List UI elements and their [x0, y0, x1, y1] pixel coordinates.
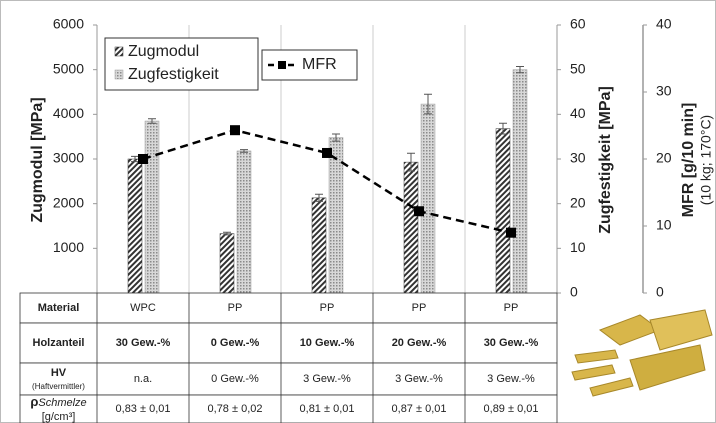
- table-cell: 3 Gew.-%: [487, 373, 535, 385]
- row-label-italic: Schmelze: [38, 397, 86, 409]
- y3-tick-label: 20: [656, 150, 672, 166]
- bar: [513, 70, 527, 293]
- bar: [237, 151, 251, 293]
- y2-tick-label: 60: [570, 16, 586, 32]
- table-cell: WPC: [130, 302, 156, 314]
- table-cell: n.a.: [134, 373, 152, 385]
- row-label: Holzanteil: [33, 337, 85, 349]
- table-cell: 3 Gew.-%: [395, 373, 443, 385]
- y2-tick-label: 10: [570, 239, 586, 255]
- table-row: [20, 363, 557, 395]
- row-label-symbol: ρ: [30, 394, 38, 409]
- marker: [506, 228, 516, 238]
- y3-axis-subtitle: (10 kg; 170°C): [698, 115, 714, 205]
- legend-label: Zugfestigkeit: [128, 66, 219, 83]
- y-tick-label: 4000: [53, 105, 84, 121]
- table-cell: PP: [228, 302, 243, 314]
- table-cell: 0,81 ± 0,01: [300, 403, 355, 415]
- table-cell: 0 Gew.-%: [211, 373, 259, 385]
- bar: [421, 104, 435, 293]
- y-tick-label: 1000: [53, 239, 84, 255]
- table-cell: 20 Gew.-%: [392, 337, 447, 349]
- chart: Zugmodul [MPa] Zugfestigkeit [MPa] MFR […: [0, 0, 716, 423]
- row-sublabel: (Haftvermittler): [32, 382, 85, 391]
- table-cell: PP: [504, 302, 519, 314]
- legend-marker: [278, 61, 286, 69]
- table-cell: 30 Gew.-%: [116, 337, 171, 349]
- y2-tick-label: 0: [570, 284, 578, 300]
- y2-tick-label: 40: [570, 105, 586, 121]
- table-row: [20, 323, 557, 363]
- row-label: HV: [51, 367, 67, 379]
- table-cell: 0,83 ± 0,01: [116, 403, 171, 415]
- row-sublabel: [g/cm³]: [42, 411, 76, 423]
- table-cell: 30 Gew.-%: [484, 337, 539, 349]
- table-row: [20, 293, 557, 323]
- table-cell: 0,78 ± 0,02: [208, 403, 263, 415]
- table-cell: PP: [320, 302, 335, 314]
- y-tick-label: 3000: [53, 150, 84, 166]
- y3-tick-label: 40: [656, 16, 672, 32]
- table-cell: 0 Gew.-%: [211, 337, 260, 349]
- bar: [128, 159, 142, 293]
- bar: [312, 198, 326, 293]
- y3-tick-label: 0: [656, 284, 664, 300]
- legend-swatch: [115, 70, 123, 79]
- table-cell: 10 Gew.-%: [300, 337, 355, 349]
- row-label: Material: [38, 302, 80, 314]
- y-tick-label: 2000: [53, 194, 84, 210]
- y2-tick-label: 20: [570, 194, 586, 210]
- table-cell: 0,87 ± 0,01: [392, 403, 447, 415]
- y-tick-label: 6000: [53, 16, 84, 32]
- table-cell: 3 Gew.-%: [303, 373, 351, 385]
- bar: [329, 138, 343, 293]
- legend-label: MFR: [302, 56, 337, 73]
- table-cell: 0,89 ± 0,01: [484, 403, 539, 415]
- bar: [220, 234, 234, 293]
- marker: [230, 125, 240, 135]
- y2-tick-label: 50: [570, 60, 586, 76]
- y2-axis-title: Zugfestigkeit [MPa]: [597, 86, 614, 234]
- legend-swatch: [115, 47, 123, 56]
- marker: [322, 148, 332, 158]
- y-tick-label: 5000: [53, 60, 84, 76]
- table-cell: PP: [412, 302, 427, 314]
- bar: [404, 162, 418, 293]
- y3-tick-label: 30: [656, 83, 672, 99]
- y3-tick-label: 10: [656, 217, 672, 233]
- y-axis-title: Zugmodul [MPa]: [29, 97, 46, 222]
- marker: [414, 206, 424, 216]
- row-label: ρSchmelze: [30, 394, 86, 409]
- table-row: [20, 395, 557, 423]
- y2-tick-label: 30: [570, 150, 586, 166]
- bar: [145, 121, 159, 293]
- y3-axis-title: MFR [g/10 min]: [680, 103, 697, 218]
- legend-label: Zugmodul: [128, 43, 199, 60]
- marker: [138, 154, 148, 164]
- bar: [496, 129, 510, 293]
